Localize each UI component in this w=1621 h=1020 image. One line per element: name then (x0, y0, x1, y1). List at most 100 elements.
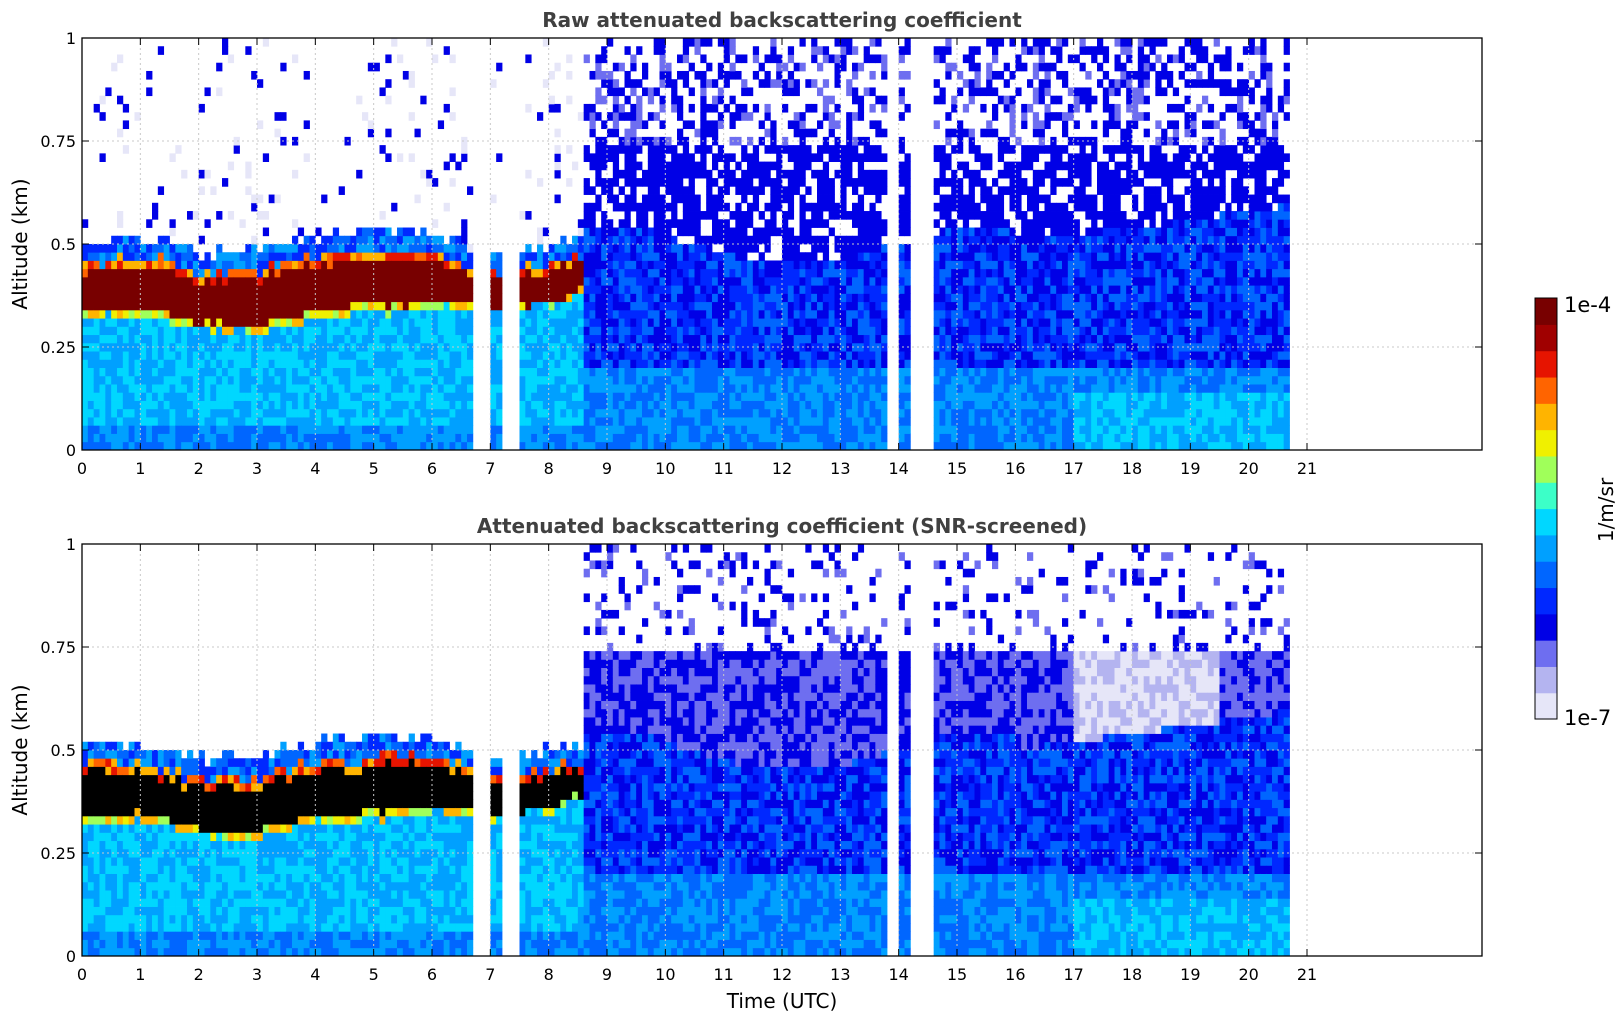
heatmap-cell (688, 408, 695, 418)
heatmap-cell (857, 112, 865, 121)
heatmap-cell (857, 293, 865, 303)
heatmap-cell (986, 276, 993, 286)
heatmap-cell (822, 276, 830, 286)
heatmap-cell (630, 260, 637, 270)
heatmap-cell (140, 417, 147, 426)
heatmap-cell (863, 276, 870, 286)
heatmap-cell (519, 309, 526, 319)
heatmap-cell (992, 425, 999, 434)
heatmap-cell (764, 169, 771, 179)
heatmap-cell (187, 408, 194, 418)
heatmap-cell (251, 359, 258, 368)
heatmap-cell (152, 252, 159, 261)
heatmap-cell (280, 293, 287, 303)
heatmap-cell (1009, 367, 1016, 377)
heatmap-cell (618, 87, 625, 97)
heatmap-cell (198, 351, 205, 360)
heatmap-cell (677, 103, 684, 113)
heatmap-cell (461, 392, 468, 401)
heatmap-cell (939, 359, 946, 368)
heatmap-cell (787, 244, 795, 253)
heatmap-cell (303, 235, 310, 245)
heatmap-cell (274, 309, 281, 319)
heatmap-cell (834, 54, 841, 64)
heatmap-cell (286, 293, 293, 303)
heatmap-cell (793, 153, 800, 162)
heatmap-cell (426, 441, 433, 451)
heatmap-cell (589, 359, 596, 368)
heatmap-cell (758, 318, 765, 327)
heatmap-cell (758, 326, 765, 336)
heatmap-cell (560, 441, 567, 451)
heatmap-cell (531, 392, 538, 401)
heatmap-cell (875, 375, 882, 385)
heatmap-cell (723, 433, 730, 443)
heatmap-cell (857, 417, 865, 426)
heatmap-cell (245, 260, 252, 270)
heatmap-cell (607, 408, 614, 418)
heatmap-cell (204, 334, 211, 344)
heatmap-cell (986, 334, 993, 344)
heatmap-cell (957, 392, 964, 401)
heatmap-cell (659, 392, 666, 401)
heatmap-cell (846, 178, 853, 187)
heatmap-cell (618, 433, 625, 443)
heatmap-cell (741, 186, 748, 195)
heatmap-cell (152, 400, 159, 410)
heatmap-cell (537, 425, 544, 434)
heatmap-cell (986, 326, 993, 336)
heatmap-cell (222, 417, 229, 426)
heatmap-cell (262, 301, 270, 311)
heatmap-cell (881, 128, 888, 138)
heatmap-cell (595, 433, 602, 443)
heatmap-cell (974, 252, 981, 261)
heatmap-cell (397, 252, 404, 261)
heatmap-cell (344, 268, 351, 278)
heatmap-cell (904, 227, 911, 237)
heatmap-cell (251, 400, 258, 410)
heatmap-cell (852, 268, 859, 278)
heatmap-cell (192, 268, 200, 278)
heatmap-cell (82, 425, 89, 434)
heatmap-cell (962, 384, 970, 393)
heatmap-cell (624, 334, 631, 344)
heatmap-cell (630, 153, 637, 162)
heatmap-cell (607, 178, 614, 187)
heatmap-cell (163, 301, 170, 311)
heatmap-cell (286, 276, 293, 286)
heatmap-cell (122, 244, 130, 253)
heatmap-cell (817, 408, 824, 418)
heatmap-cell (140, 334, 147, 344)
heatmap-cell (752, 285, 760, 294)
heatmap-cell (980, 384, 987, 393)
heatmap-cell (653, 112, 660, 121)
heatmap-cell (647, 375, 655, 385)
heatmap-cell (152, 268, 159, 278)
heatmap-cell (869, 235, 876, 245)
heatmap-cell (268, 268, 275, 278)
heatmap-cell (1027, 400, 1034, 410)
heatmap-cell (548, 318, 555, 327)
heatmap-cell (274, 301, 281, 311)
heatmap-cell (169, 384, 176, 393)
heatmap-cell (601, 161, 608, 171)
heatmap-cell (309, 268, 316, 278)
heatmap-cell (367, 252, 375, 261)
heatmap-cell (379, 334, 386, 344)
heatmap-cell (251, 202, 258, 212)
heatmap-cell (262, 367, 270, 377)
heatmap-cell (793, 260, 800, 270)
heatmap-cell (192, 326, 200, 336)
heatmap-cell (99, 260, 106, 270)
heatmap-cell (875, 268, 882, 278)
heatmap-cell (980, 392, 987, 401)
heatmap-cell (583, 260, 590, 270)
heatmap-cell (647, 285, 655, 294)
heatmap-cell (198, 359, 205, 368)
heatmap-cell (327, 260, 334, 270)
heatmap-cell (297, 244, 305, 253)
heatmap-cell (799, 285, 806, 294)
heatmap-cell (840, 408, 847, 418)
heatmap-cell (338, 285, 345, 294)
heatmap-cell (677, 301, 684, 311)
